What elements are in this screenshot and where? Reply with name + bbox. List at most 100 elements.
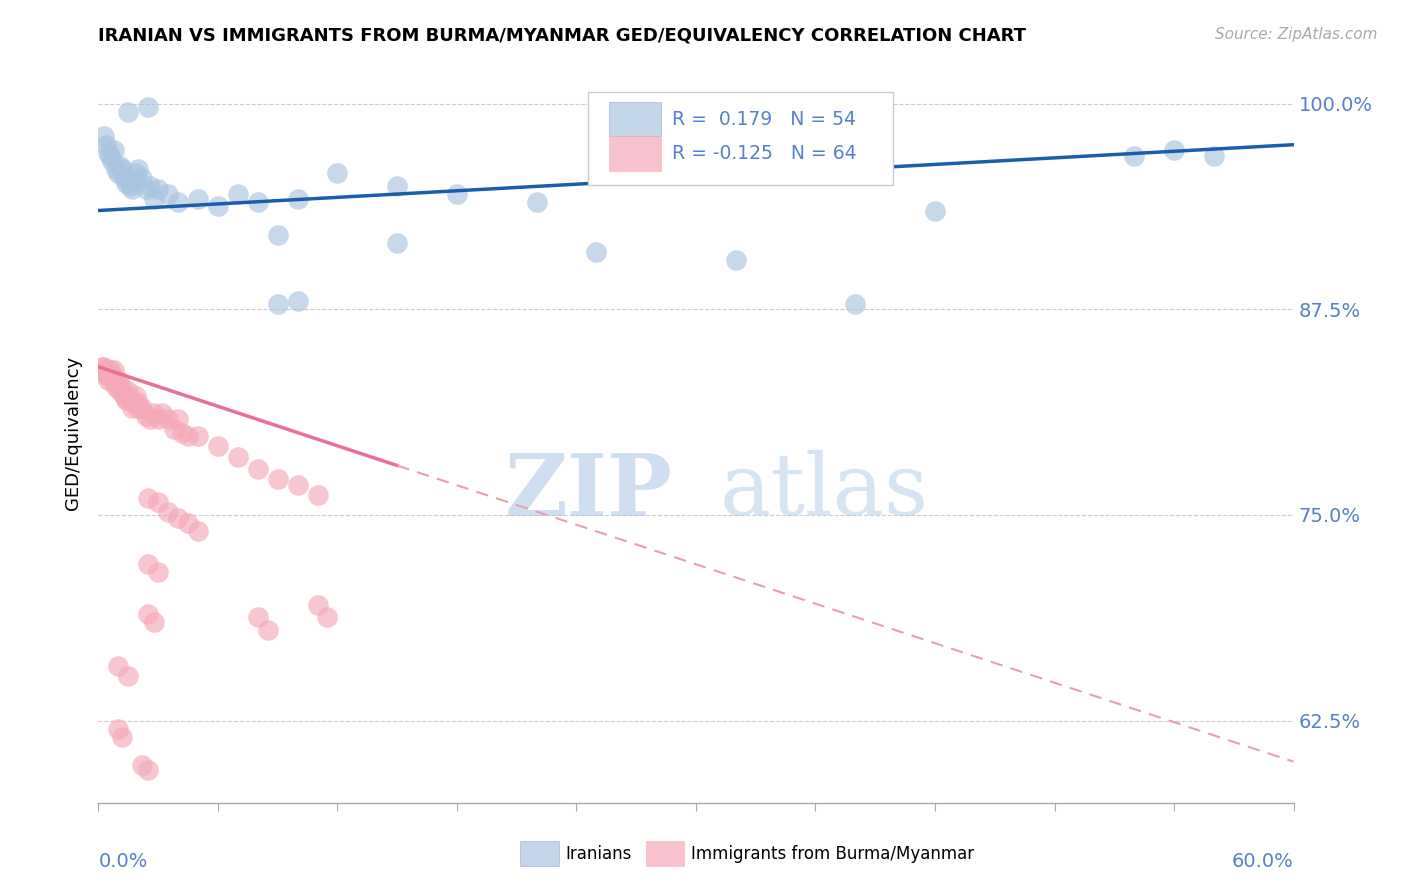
Point xyxy=(96,368,118,382)
Text: atlas: atlas xyxy=(720,450,929,533)
Point xyxy=(135,409,157,424)
Point xyxy=(93,359,115,374)
Point xyxy=(585,244,607,259)
Point xyxy=(326,166,349,180)
Point xyxy=(177,429,200,443)
Point xyxy=(127,401,149,415)
Point xyxy=(385,236,409,251)
Point xyxy=(1163,143,1185,157)
FancyBboxPatch shape xyxy=(520,841,558,866)
Point xyxy=(267,472,290,486)
Point xyxy=(101,368,124,382)
Point xyxy=(1202,149,1225,163)
Point xyxy=(136,607,159,621)
Point xyxy=(844,297,866,311)
Point xyxy=(91,359,114,374)
Point xyxy=(120,392,142,407)
Point xyxy=(139,178,162,193)
Point xyxy=(172,425,194,440)
Point xyxy=(256,623,278,637)
Point xyxy=(187,192,209,206)
Point xyxy=(187,524,209,539)
Text: Source: ZipAtlas.com: Source: ZipAtlas.com xyxy=(1215,27,1378,42)
Point xyxy=(136,100,159,114)
Point xyxy=(105,162,128,177)
Point xyxy=(385,178,409,193)
Text: R = -0.125   N = 64: R = -0.125 N = 64 xyxy=(672,144,856,163)
Point xyxy=(139,412,162,426)
Text: IRANIAN VS IMMIGRANTS FROM BURMA/MYANMAR GED/EQUIVALENCY CORRELATION CHART: IRANIAN VS IMMIGRANTS FROM BURMA/MYANMAR… xyxy=(98,27,1026,45)
Text: 0.0%: 0.0% xyxy=(98,852,148,871)
Point xyxy=(526,195,548,210)
Point xyxy=(97,145,120,160)
Point xyxy=(112,170,135,185)
Point xyxy=(125,166,148,180)
Point xyxy=(105,379,128,393)
Point xyxy=(127,162,149,177)
Point xyxy=(136,763,159,777)
Point xyxy=(136,491,159,506)
Point xyxy=(187,429,209,443)
Point xyxy=(148,182,170,196)
Point xyxy=(267,297,290,311)
Point xyxy=(117,392,139,407)
Point xyxy=(111,730,134,744)
Point xyxy=(112,389,135,403)
Point xyxy=(98,363,122,377)
Point xyxy=(143,192,166,206)
Point xyxy=(135,182,157,196)
Point xyxy=(157,412,180,426)
Point xyxy=(115,392,138,407)
Point xyxy=(110,159,132,173)
Point xyxy=(307,488,329,502)
Point xyxy=(124,396,146,410)
Point xyxy=(724,252,747,267)
Point xyxy=(107,166,129,180)
Point xyxy=(131,170,153,185)
Point xyxy=(287,192,309,206)
Text: 60.0%: 60.0% xyxy=(1232,852,1294,871)
Point xyxy=(157,187,180,202)
Point xyxy=(131,758,153,772)
Point xyxy=(117,669,139,683)
Point xyxy=(316,610,339,624)
Point xyxy=(124,174,146,188)
Point xyxy=(110,384,132,399)
Point xyxy=(924,203,946,218)
Point xyxy=(148,566,170,580)
Point xyxy=(148,412,170,426)
Point xyxy=(131,401,153,415)
Point xyxy=(287,293,309,308)
Point xyxy=(103,143,125,157)
Point xyxy=(107,722,129,736)
Text: Immigrants from Burma/Myanmar: Immigrants from Burma/Myanmar xyxy=(692,845,974,863)
Point xyxy=(111,379,134,393)
Point xyxy=(143,615,166,629)
Point xyxy=(115,176,138,190)
Point xyxy=(246,610,269,624)
Point xyxy=(167,511,190,525)
Point xyxy=(101,154,124,169)
Point xyxy=(446,187,468,202)
Y-axis label: GED/Equivalency: GED/Equivalency xyxy=(63,356,82,509)
Point xyxy=(163,422,186,436)
Point xyxy=(148,494,170,508)
Point xyxy=(103,376,125,391)
Point xyxy=(267,228,290,243)
Point xyxy=(167,195,190,210)
Point xyxy=(98,149,122,163)
Point xyxy=(207,439,229,453)
Point xyxy=(143,406,166,420)
Point xyxy=(226,187,249,202)
Point xyxy=(125,389,148,403)
FancyBboxPatch shape xyxy=(609,103,661,136)
Point xyxy=(246,462,269,476)
Point xyxy=(96,137,118,152)
Point xyxy=(150,406,173,420)
Text: ZIP: ZIP xyxy=(505,450,672,533)
Point xyxy=(120,178,142,193)
Point xyxy=(117,104,139,119)
Point xyxy=(97,373,120,387)
Point xyxy=(127,396,149,410)
Point xyxy=(107,659,129,673)
